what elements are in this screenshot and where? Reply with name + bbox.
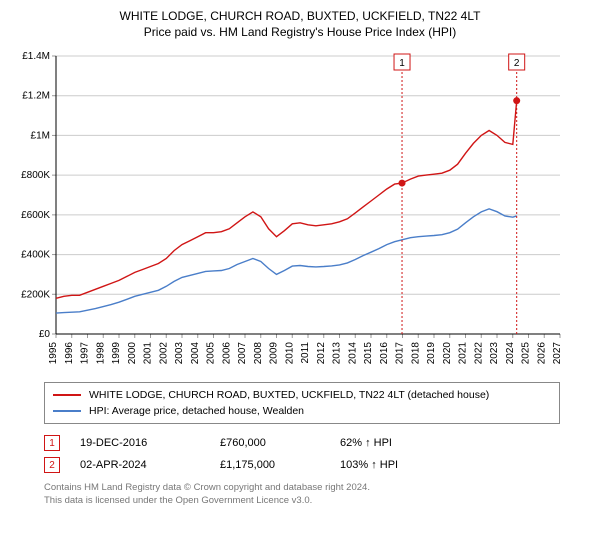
legend-label: HPI: Average price, detached house, Weal… bbox=[89, 405, 304, 417]
marker-num-2: 2 bbox=[514, 58, 520, 69]
y-tick-label: £400K bbox=[21, 250, 50, 261]
x-tick-label: 2004 bbox=[190, 342, 201, 365]
x-tick-label: 2026 bbox=[536, 342, 547, 365]
y-tick-label: £200K bbox=[21, 290, 50, 301]
x-tick-label: 2001 bbox=[143, 342, 154, 365]
x-tick-label: 1995 bbox=[48, 342, 59, 365]
x-tick-label: 2027 bbox=[552, 342, 563, 365]
legend-box: WHITE LODGE, CHURCH ROAD, BUXTED, UCKFIE… bbox=[44, 382, 560, 424]
legend-row: WHITE LODGE, CHURCH ROAD, BUXTED, UCKFIE… bbox=[53, 387, 551, 403]
x-tick-label: 1996 bbox=[64, 342, 75, 365]
sale-price: £1,175,000 bbox=[220, 459, 340, 471]
y-tick-label: £600K bbox=[21, 210, 50, 221]
sale-row: 1 19-DEC-2016£760,00062% ↑ HPI bbox=[44, 432, 560, 454]
sale-pct-vs-hpi: 62% ↑ HPI bbox=[340, 437, 480, 449]
marker-point-2 bbox=[513, 98, 520, 105]
x-tick-label: 2006 bbox=[221, 342, 232, 365]
x-tick-label: 1997 bbox=[80, 342, 91, 365]
title-line2: Price paid vs. HM Land Registry's House … bbox=[10, 24, 590, 40]
footer-line2: This data is licensed under the Open Gov… bbox=[44, 495, 560, 507]
y-tick-label: £1M bbox=[31, 131, 50, 142]
x-tick-label: 2016 bbox=[379, 342, 390, 365]
legend-label: WHITE LODGE, CHURCH ROAD, BUXTED, UCKFIE… bbox=[89, 389, 489, 401]
sale-number-badge: 2 bbox=[44, 457, 60, 473]
footer-line1: Contains HM Land Registry data © Crown c… bbox=[44, 482, 560, 494]
marker-point-1 bbox=[399, 180, 406, 187]
y-tick-label: £0 bbox=[39, 329, 51, 340]
footer-attribution: Contains HM Land Registry data © Crown c… bbox=[44, 482, 560, 507]
y-tick-label: £1.2M bbox=[22, 91, 50, 102]
x-tick-label: 2020 bbox=[442, 342, 453, 365]
legend-swatch bbox=[53, 394, 81, 396]
x-tick-label: 2015 bbox=[363, 342, 374, 365]
x-tick-label: 2018 bbox=[410, 342, 421, 365]
sale-number-badge: 1 bbox=[44, 435, 60, 451]
y-tick-label: £1.4M bbox=[22, 51, 50, 62]
title-line1: WHITE LODGE, CHURCH ROAD, BUXTED, UCKFIE… bbox=[10, 8, 590, 24]
x-tick-label: 2011 bbox=[300, 342, 311, 364]
x-tick-label: 2023 bbox=[489, 342, 500, 365]
y-tick-label: £800K bbox=[21, 171, 50, 182]
legend-row: HPI: Average price, detached house, Weal… bbox=[53, 403, 551, 419]
sale-date: 02-APR-2024 bbox=[80, 459, 220, 471]
sale-date: 19-DEC-2016 bbox=[80, 437, 220, 449]
chart-title: WHITE LODGE, CHURCH ROAD, BUXTED, UCKFIE… bbox=[10, 8, 590, 40]
x-tick-label: 2002 bbox=[158, 342, 169, 365]
x-tick-label: 2017 bbox=[395, 342, 406, 365]
x-tick-label: 2021 bbox=[458, 342, 469, 365]
x-tick-label: 2014 bbox=[347, 342, 358, 365]
sale-row: 2 02-APR-2024£1,175,000103% ↑ HPI bbox=[44, 454, 560, 476]
legend-swatch bbox=[53, 410, 81, 412]
x-tick-label: 2000 bbox=[127, 342, 138, 365]
x-tick-label: 2005 bbox=[206, 342, 217, 365]
sale-price: £760,000 bbox=[220, 437, 340, 449]
x-tick-label: 2008 bbox=[253, 342, 264, 365]
series-hpi bbox=[56, 209, 517, 313]
x-tick-label: 1999 bbox=[111, 342, 122, 365]
x-tick-label: 2024 bbox=[505, 342, 516, 365]
x-tick-label: 2009 bbox=[269, 342, 280, 365]
chart-area: £0 £200K £400K £600K £800K £1M £1.2M £1.4M 1995 1… bbox=[10, 46, 590, 376]
sale-pct-vs-hpi: 103% ↑ HPI bbox=[340, 459, 480, 471]
x-tick-label: 1998 bbox=[95, 342, 106, 365]
marker-num-1: 1 bbox=[399, 58, 405, 69]
x-tick-label: 2003 bbox=[174, 342, 185, 365]
x-tick-label: 2022 bbox=[473, 342, 484, 365]
x-tick-label: 2010 bbox=[284, 342, 295, 365]
x-tick-label: 2012 bbox=[316, 342, 327, 365]
sales-table: 1 19-DEC-2016£760,00062% ↑ HPI 2 02-APR-202… bbox=[44, 432, 560, 476]
x-tick-label: 2007 bbox=[237, 342, 248, 365]
chart-svg: £0 £200K £400K £600K £800K £1M £1.2M £1.4M 1995 1… bbox=[10, 46, 590, 376]
x-tick-label: 2013 bbox=[332, 342, 343, 365]
x-tick-label: 2025 bbox=[521, 342, 532, 365]
x-tick-label: 2019 bbox=[426, 342, 437, 365]
